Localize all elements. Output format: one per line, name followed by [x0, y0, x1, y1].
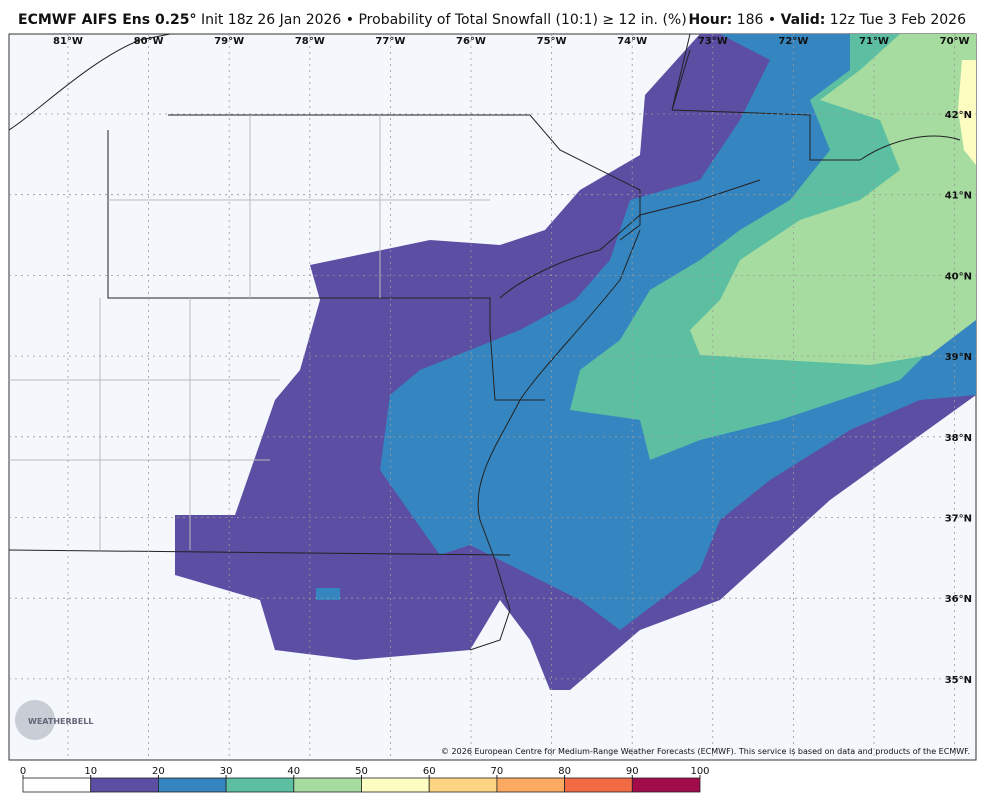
- boundaries: [8, 33, 961, 651]
- colorbar-tick-label: 10: [84, 766, 97, 777]
- colorbar-tick-label: 100: [690, 766, 709, 777]
- colorbar-tick-label: 70: [491, 766, 504, 777]
- longitude-label: 72°W: [778, 36, 808, 47]
- valid: 12z Tue 3 Feb 2026: [829, 12, 966, 28]
- hour: 186 •: [736, 12, 777, 28]
- colorbar-segment: [90, 777, 159, 793]
- longitude-label: 77°W: [375, 36, 405, 47]
- longitude-label: 75°W: [537, 36, 567, 47]
- longitude-label: 79°W: [214, 36, 244, 47]
- graticule: 81°W 80°W 79°W 78°W 77°W 76°W 75°W 74°W 73°W 72°W…: [9, 34, 976, 760]
- logo: WEATHERBELL: [15, 700, 93, 740]
- colorbar-segment: [361, 777, 430, 793]
- longitude-label: 81°W: [53, 36, 83, 47]
- colorbar-tick-label: 30: [220, 766, 233, 777]
- longitude-label: 78°W: [295, 36, 325, 47]
- latitude-label: 42°N: [945, 110, 972, 121]
- colorbar-tick-label: 80: [558, 766, 571, 777]
- longitude-label: 70°W: [940, 36, 970, 47]
- longitude-label: 71°W: [859, 36, 889, 47]
- description: Init 18z 26 Jan 2026 • Probability of To…: [200, 12, 687, 28]
- colorbar-tick-label: 0: [20, 766, 26, 777]
- colorbar-segment: [22, 777, 92, 793]
- colorbar-segment: [631, 777, 701, 793]
- latitude-label: 35°N: [945, 675, 972, 686]
- header: ECMWF AIFS Ens 0.25° Init 18z 26 Jan 202…: [18, 12, 966, 28]
- colorbar-segment: [225, 777, 295, 793]
- credit: © 2026 European Centre for Medium-Range …: [441, 747, 970, 756]
- colorbar-segment: [293, 777, 362, 793]
- colorbar-tick-label: 90: [626, 766, 639, 777]
- latitude-label: 36°N: [945, 594, 972, 605]
- colorbar-segment: [157, 777, 227, 793]
- valid-info: Hour: 186 • Valid: 12z Tue 3 Feb 2026: [688, 12, 966, 28]
- logo-text: WEATHERBELL: [28, 717, 93, 726]
- longitude-label: 74°W: [617, 36, 647, 47]
- longitude-label: 76°W: [456, 36, 486, 47]
- latitude-label: 37°N: [945, 514, 972, 525]
- model: ECMWF AIFS Ens 0.25°: [18, 12, 197, 28]
- latitude-label: 40°N: [945, 271, 972, 282]
- colorbar-segment: [564, 777, 633, 793]
- longitude-label: 73°W: [698, 36, 728, 47]
- snow-probability-shading: [175, 34, 976, 690]
- colorbar-segment: [428, 777, 498, 793]
- longitude-label: 80°W: [134, 36, 164, 47]
- valid-label: Valid:: [780, 12, 826, 28]
- latitude-label: 38°N: [945, 433, 972, 444]
- colorbar-segment: [496, 777, 565, 793]
- colorbar-tick-label: 20: [152, 766, 165, 777]
- colorbar-tick-label: 50: [355, 766, 368, 777]
- colorbar-tick-label: 60: [423, 766, 436, 777]
- colorbar-tick-label: 40: [287, 766, 300, 777]
- hour-label: Hour:: [688, 12, 733, 28]
- logo-badge: [15, 700, 55, 740]
- latitude-label: 39°N: [945, 352, 972, 363]
- colorbar: 0 10 20 30 40 50 60 70 80 90 100: [20, 766, 710, 793]
- latitude-label: 41°N: [945, 191, 972, 202]
